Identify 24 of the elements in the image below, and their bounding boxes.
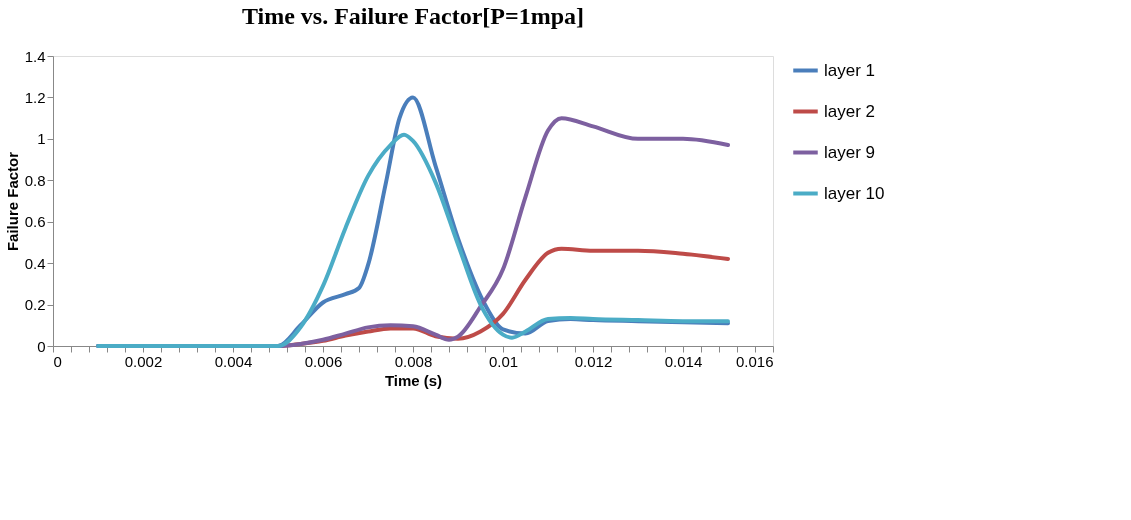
- x-tick-label: 0.01: [488, 352, 519, 370]
- x-tick-label: 0.008: [394, 352, 433, 370]
- y-tick-label: 0: [37, 337, 46, 355]
- x-axis-title: Time (s): [384, 371, 443, 389]
- y-tick-label: 1.2: [24, 88, 46, 106]
- y-tick-label: 0.2: [24, 296, 46, 314]
- legend-label: layer 9: [824, 142, 876, 162]
- x-tick-label: 0: [53, 352, 62, 370]
- y-axis-title: Failure Factor: [3, 151, 21, 252]
- y-tick-label: 1: [37, 130, 46, 148]
- y-tick-label: 0.6: [24, 213, 46, 231]
- x-tick-label: 0.012: [574, 352, 613, 370]
- x-tick-label: 0.004: [214, 352, 253, 370]
- y-tick-label: 0.8: [24, 171, 46, 189]
- x-tick-label: 0.006: [304, 352, 343, 370]
- legend-label: layer 2: [824, 101, 876, 121]
- legend-label: layer 1: [824, 60, 876, 80]
- y-tick-label: 0.4: [24, 254, 46, 272]
- y-tick-label: 1.4: [24, 47, 46, 65]
- x-tick-label: 0.014: [664, 352, 703, 370]
- x-tick-label: 0.002: [124, 352, 163, 370]
- chart-title: Time vs. Failure Factor[P=1mpa]: [241, 3, 585, 29]
- x-tick-label: 0.016: [735, 352, 774, 370]
- legend-label: layer 10: [824, 183, 885, 203]
